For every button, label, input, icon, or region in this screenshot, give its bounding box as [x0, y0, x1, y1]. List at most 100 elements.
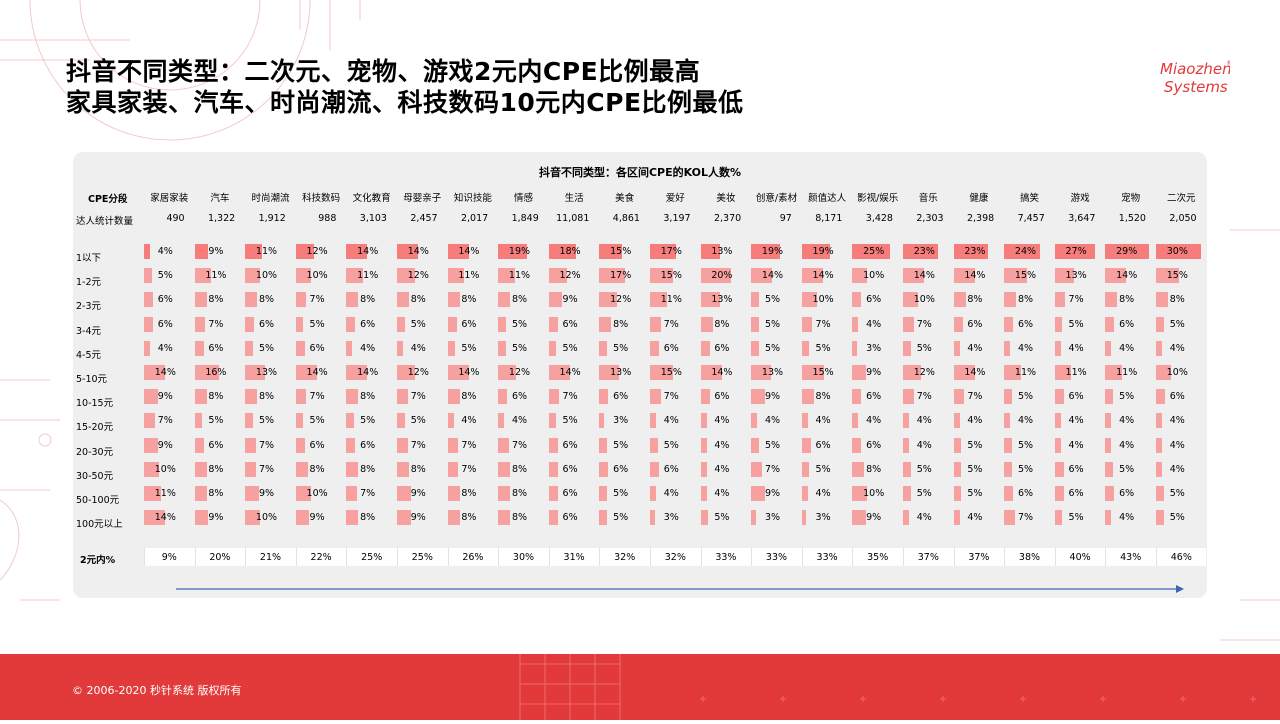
- cpe-bar: [498, 413, 505, 429]
- cpe-value-label: 9%: [157, 391, 173, 403]
- cpe-value-label: 5%: [815, 342, 831, 354]
- cpe-bar: [751, 292, 759, 308]
- cpe-value-label: 5%: [916, 463, 932, 475]
- cpe-value-label: 6%: [714, 342, 730, 354]
- cpe-bar: [852, 389, 862, 405]
- summary-cell: [346, 548, 398, 566]
- cpe-bar: [144, 486, 161, 501]
- cpe-value-label: 5%: [562, 342, 578, 354]
- cpe-bar: [144, 316, 153, 332]
- cpe-value-label: 6%: [208, 342, 224, 354]
- summary-value: 20%: [209, 552, 231, 563]
- cpe-bar: [903, 413, 909, 429]
- cpe-value-label: 7%: [208, 318, 224, 330]
- cpe-range-label: 20-30元: [76, 446, 114, 458]
- cpe-value-label: 15%: [610, 246, 632, 257]
- cpe-bar: [801, 486, 808, 501]
- cpe-bar: [700, 268, 731, 284]
- cpe-bar: [194, 268, 212, 284]
- category-header: 情感: [513, 193, 533, 204]
- cpe-value-label: 8%: [1119, 294, 1135, 306]
- cpe-value-label: 5%: [764, 342, 781, 354]
- cpe-bar: [700, 461, 707, 477]
- cpe-bar: [548, 316, 558, 332]
- cpe-bar: [1054, 340, 1061, 356]
- cpe-value-label: 6%: [1169, 391, 1185, 403]
- cpe-value-label: 14%: [1116, 270, 1138, 282]
- cpe-bar: [1105, 365, 1122, 380]
- category-header: 科技数码: [302, 193, 341, 204]
- cpe-bar: [1054, 292, 1066, 308]
- cpe-bar: [1054, 244, 1096, 259]
- cpe-bar: [953, 389, 965, 405]
- cpe-bar: [599, 244, 622, 259]
- cpe-value-label: 4%: [815, 488, 831, 499]
- category-count: 8,171: [815, 213, 843, 224]
- cpe-value-label: 14%: [913, 270, 935, 282]
- cpe-value-label: 8%: [815, 391, 831, 403]
- cpe-bar: [1105, 340, 1112, 356]
- cpe-value-label: 13%: [255, 367, 278, 378]
- cpe-value-label: 7%: [461, 439, 477, 451]
- cpe-value-label: 11%: [1116, 367, 1138, 378]
- cpe-value-label: 4%: [1017, 415, 1034, 427]
- category-count: 2,017: [460, 213, 489, 224]
- cpe-bar: [700, 316, 713, 332]
- cpe-value-label: 8%: [258, 294, 275, 306]
- cpe-value-label: 10%: [255, 512, 278, 524]
- category-count: 11,081: [556, 213, 590, 224]
- cpe-bar: [346, 510, 359, 526]
- cpe-range-label: 15-20元: [76, 422, 114, 434]
- cpe-value-label: 20%: [711, 270, 733, 282]
- cpe-bar: [700, 292, 721, 308]
- cpe-bar: [548, 437, 558, 453]
- cpe-bar: [801, 437, 811, 453]
- cpe-range-label: 5-10元: [76, 374, 108, 385]
- cpe-bar: [245, 389, 258, 405]
- cpe-value-label: 4%: [714, 463, 730, 475]
- cpe-bar: [548, 389, 560, 405]
- cpe-bar: [397, 510, 411, 526]
- cpe-value-label: 4%: [1169, 415, 1185, 427]
- cpe-bar: [801, 268, 823, 284]
- category-header: 搞笑: [1019, 193, 1039, 204]
- cpe-bar: [751, 316, 759, 332]
- cpe-value-label: 4%: [714, 415, 730, 427]
- cpe-bar: [194, 389, 207, 405]
- cpe-bar: [1004, 292, 1017, 308]
- cpe-value-label: 4%: [714, 439, 730, 451]
- cpe-bar: [1004, 510, 1015, 526]
- cpe-value-label: 13%: [711, 246, 733, 257]
- cpe-value-label: 29%: [1116, 246, 1138, 257]
- cpe-value-label: 7%: [562, 391, 578, 403]
- cpe-value-label: 13%: [610, 367, 632, 378]
- cpe-value-label: 5%: [1169, 488, 1185, 499]
- cpe-value-label: 3%: [613, 415, 629, 427]
- cpe-value-label: 14%: [154, 367, 176, 378]
- cpe-bar: [245, 437, 256, 453]
- cpe-range-label: 4-5元: [76, 349, 102, 361]
- cpe-value-label: 30%: [1166, 246, 1188, 257]
- cpe-value-label: 5%: [360, 415, 376, 427]
- cpe-bar: [1156, 510, 1164, 526]
- cpe-bar: [801, 510, 807, 526]
- cpe-bar: [194, 365, 219, 380]
- cpe-bar: [852, 461, 865, 477]
- category-header: 健康: [969, 193, 989, 204]
- cpe-value-label: 9%: [764, 391, 781, 403]
- cpe-value-label: 7%: [410, 439, 426, 451]
- cpe-value-label: 24%: [1014, 246, 1037, 257]
- cpe-value-label: 11%: [255, 246, 278, 257]
- cpe-bar: [1156, 389, 1165, 405]
- cpe-range-label: 100元以上: [76, 519, 123, 531]
- cpe-bar: [498, 244, 527, 259]
- cpe-bar: [801, 365, 825, 380]
- cpe-bar: [295, 316, 304, 332]
- cpe-bar: [1004, 461, 1012, 477]
- cpe-bar: [700, 365, 722, 380]
- category-count: 1,322: [207, 213, 236, 224]
- cpe-value-label: 5%: [815, 463, 831, 475]
- cpe-value-label: 5%: [309, 415, 325, 427]
- cpe-value-label: 12%: [407, 367, 429, 378]
- svg-text:®: ®: [1226, 60, 1230, 67]
